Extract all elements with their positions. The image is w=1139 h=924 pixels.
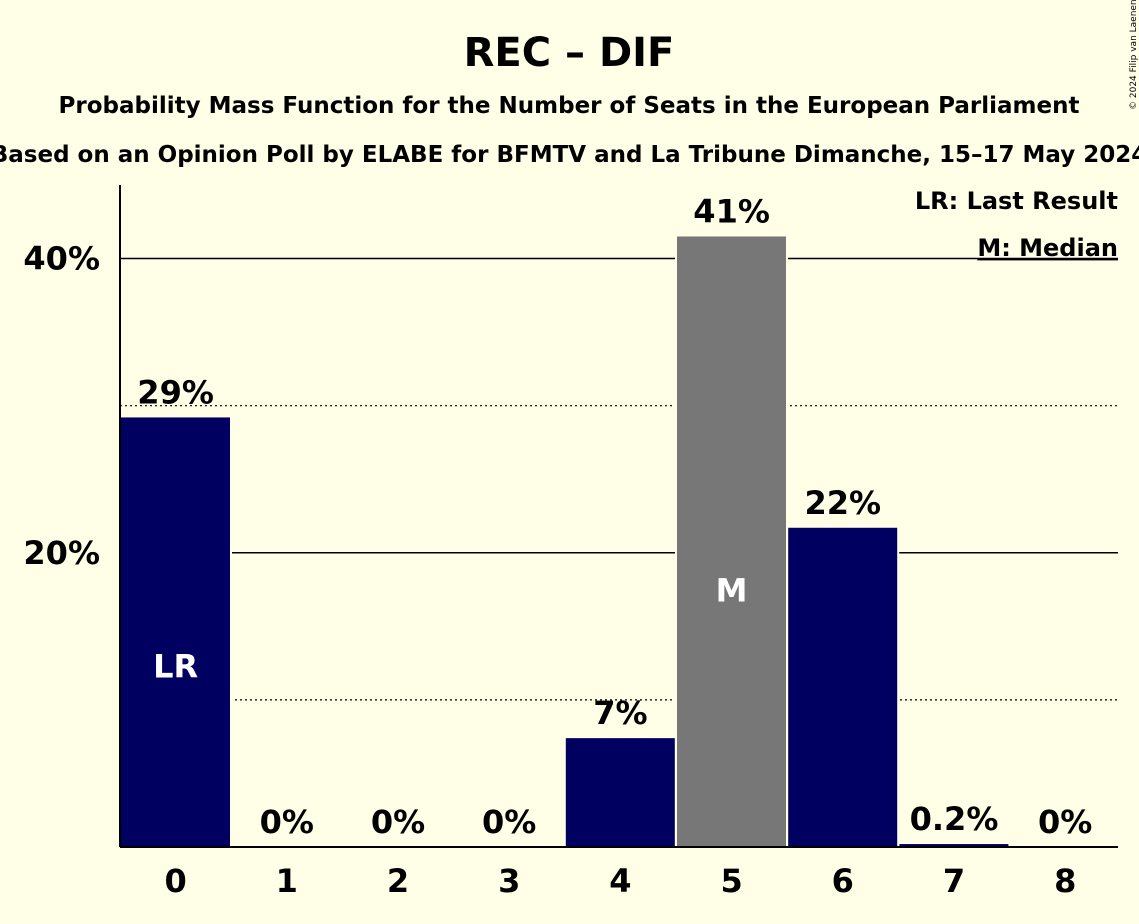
bar-seats-4 [565, 738, 675, 847]
bar-seats-5 [677, 236, 786, 847]
data-labels: 29% LR 0% 0% 0% 7% 41% M 22% 0.2% 0% [137, 192, 1092, 841]
bar-seats-6 [788, 527, 898, 847]
copyright-text: © 2024 Filip van Laenen [1129, 0, 1139, 110]
x-tick-label: 0 [164, 862, 186, 900]
x-tick-label: 1 [276, 862, 298, 900]
x-tick-label: 4 [609, 862, 631, 900]
x-tick-label: 7 [943, 862, 965, 900]
data-label-seats-7: 0.2% [910, 800, 999, 838]
y-tick-label: 20% [23, 534, 100, 572]
data-label-seats-3: 0% [482, 803, 536, 841]
x-tick-label: 5 [720, 862, 742, 900]
gridlines [120, 257, 1118, 701]
median-marker: M [716, 572, 748, 610]
x-tick-label: 3 [498, 862, 520, 900]
data-label-seats-5: 41% [693, 192, 770, 230]
data-label-seats-0: 29% [137, 373, 214, 411]
x-tick-label: 2 [387, 862, 409, 900]
chart-title: REC – DIF [464, 30, 675, 76]
x-tick-label: 8 [1054, 862, 1076, 900]
bar-seats-0 [121, 417, 230, 847]
axes: 20% 40% 0 1 2 3 4 5 6 7 8 [23, 185, 1118, 900]
data-label-seats-4: 7% [593, 694, 647, 732]
bar-seats-7 [899, 844, 1009, 847]
data-label-seats-6: 22% [805, 484, 882, 522]
legend-last-result: LR: Last Result [915, 187, 1118, 215]
data-label-seats-1: 0% [260, 803, 314, 841]
chart-subtitle: Probability Mass Function for the Number… [59, 93, 1080, 119]
bars [119, 234, 1009, 847]
x-tick-label: 6 [832, 862, 854, 900]
data-label-seats-8: 0% [1038, 803, 1092, 841]
last-result-marker: LR [153, 648, 198, 686]
data-label-seats-2: 0% [371, 803, 425, 841]
legend-median: M: Median [977, 234, 1118, 262]
chart-subtitle-poll: Based on an Opinion Poll by ELABE for BF… [0, 142, 1139, 168]
y-tick-label: 40% [23, 240, 100, 278]
